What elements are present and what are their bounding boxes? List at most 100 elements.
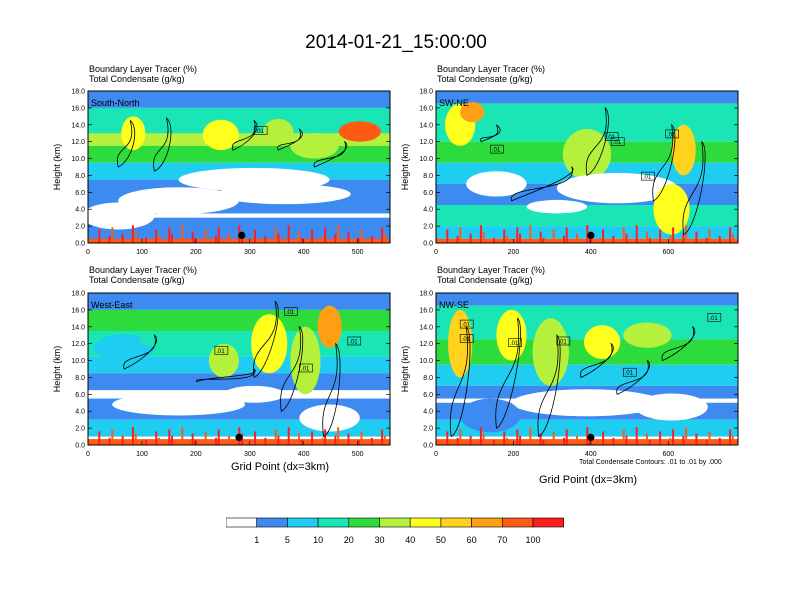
surface-spike [622,429,625,445]
colorbar-label: 20 [344,535,354,545]
x-tick-label: 300 [244,451,256,458]
y-tick-label: 2.0 [75,426,85,433]
surface-spike [586,427,589,445]
surface-spike [695,433,698,445]
y-tick-label: 4.0 [75,409,85,416]
surface-spike [602,229,605,243]
surface-spike [181,225,184,243]
x-tick-label: 0 [86,249,90,256]
panel3-xlabel: Grid Point (dx=3km) [230,461,330,473]
surface-spike [436,237,438,243]
contour-label-box [508,338,522,347]
field-region [317,305,342,348]
field-region [562,129,612,180]
y-tick-label: 0.0 [423,443,433,450]
contour-label: .01 [286,310,295,316]
condensate-contour [196,368,256,383]
panel4-field-label-1: Boundary Layer Tracer (%) [437,265,546,275]
y-tick-label: 6.0 [423,392,433,399]
surface-spike [729,227,732,243]
plot-frame [435,292,739,446]
surface-spike [552,431,555,445]
surface-spike [168,429,171,445]
surface-spike [469,233,472,243]
surface-spike [191,231,194,243]
y-tick-label: 12.0 [419,139,433,146]
y-tick-label: 8.0 [423,375,433,382]
colorbar-swatch [256,517,288,528]
surface-spike [228,435,231,445]
y-tick-label: 4.0 [75,207,85,214]
y-tick-label: 8.0 [75,375,85,382]
surface-spike [194,237,197,243]
contour-label-box [214,345,229,355]
location-marker [235,433,243,441]
field-region [118,187,239,215]
field-region [653,183,690,235]
surface-spike [625,233,628,243]
panel3-ylabel: Height (km) [52,345,62,393]
surface-spike [565,429,568,445]
surface-spike [383,435,386,445]
field-band [88,309,390,331]
surface-spike [599,237,602,243]
colorbar-swatch [317,517,350,528]
y-tick-label: 16.0 [71,105,85,112]
surface-spike [347,433,350,445]
surface-spike [672,227,675,243]
surface-spike [121,233,124,243]
surface-spike [479,225,482,243]
surface-spike [492,237,495,243]
surface-spike [277,233,280,243]
y-tick-label: 10.0 [419,358,433,365]
surface-spike [576,435,579,445]
surface-spike [300,237,303,243]
surface-spike [158,235,161,243]
surface-spike [705,439,708,445]
y-tick-label: 0.0 [423,241,433,248]
surface-spike [539,231,542,243]
condensate-contour [253,300,279,379]
x-tick-label: 400 [298,451,310,458]
surface-spike [334,233,337,243]
panel-west-east: .01 .01 .01 .01 0.0 2.0 4.0 6.0 8.0 10.0 12.0 14.0 1… [71,291,391,458]
panel3-field-label-2: Total Condensate (g/kg) [89,275,185,285]
contour-label-box [459,319,474,329]
field-region [251,314,288,374]
y-tick-label: 18.0 [419,89,433,96]
surface-spike [646,433,649,445]
y-tick-label: 8.0 [423,173,433,180]
surface-spike [565,227,568,243]
surface-spike [436,439,438,445]
surface-spike [685,427,688,445]
field-region [178,167,330,192]
x-tick-label: 400 [585,451,597,458]
section-name: West-East [91,300,133,310]
surface-spike [731,435,734,445]
surface-spike [324,429,327,445]
y-tick-label: 2.0 [423,224,433,231]
colorbar-label: 30 [374,535,384,545]
surface-spike [646,231,649,243]
contour-label-box [665,129,679,139]
surface-spike [311,229,314,243]
x-tick-label: 200 [508,451,520,458]
surface-spike [682,233,685,243]
contour-label-box [610,137,625,146]
surface-spike [98,431,101,445]
contour-label: .01 [613,140,622,146]
y-tick-label: 14.0 [71,122,85,129]
y-tick-label: 6.0 [75,392,85,399]
field-region [460,101,485,123]
contour-label: .01 [558,339,567,345]
panel2-ylabel: Height (km) [400,143,410,191]
contour-label: .01 [492,148,501,154]
surface-spike [131,427,134,445]
surface-spike [731,233,734,243]
y-tick-label: 0.0 [75,241,85,248]
surface-spike [108,235,111,243]
surface-spike [576,233,579,243]
surface-spike [562,235,565,243]
field-band [436,91,738,104]
surface-spike [298,231,301,243]
